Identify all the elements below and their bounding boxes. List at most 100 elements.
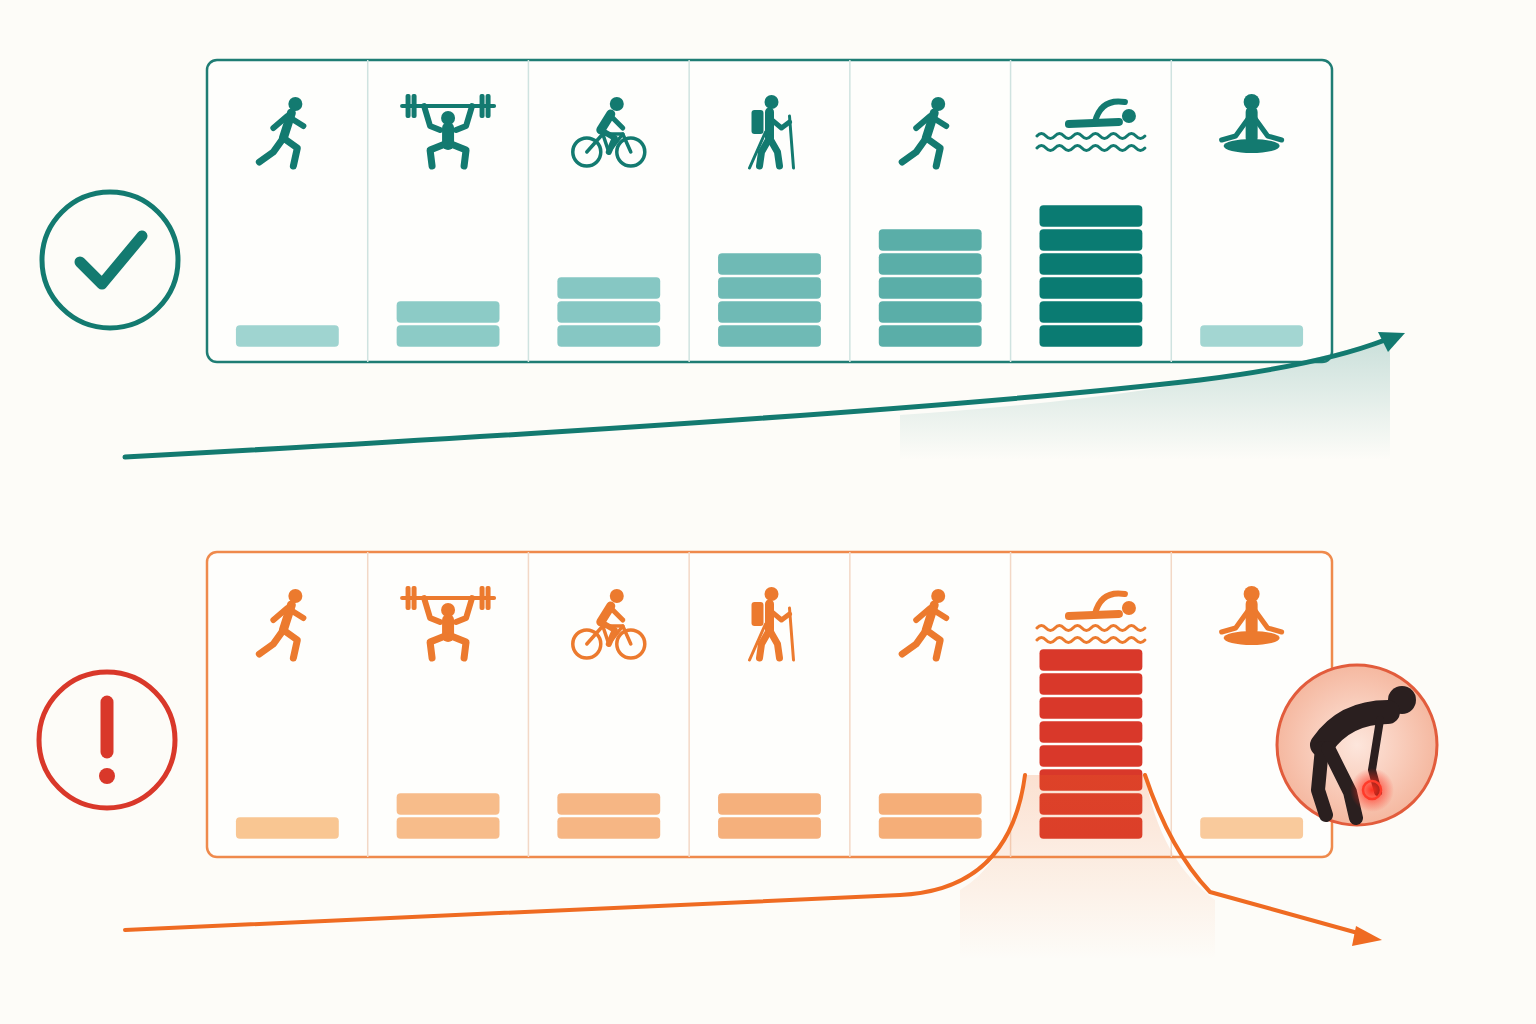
icon-stroke — [770, 610, 790, 620]
icon-stroke — [1037, 638, 1145, 643]
bar — [1200, 324, 1303, 348]
bar-block — [1040, 277, 1143, 298]
bar-stack — [557, 276, 660, 348]
icon-stroke — [430, 144, 445, 166]
icon-head — [765, 95, 779, 109]
column-divider — [528, 60, 530, 362]
bar-block — [557, 301, 660, 322]
bar — [397, 300, 500, 348]
column-divider — [528, 552, 530, 857]
bar-block — [1040, 697, 1143, 718]
bar-block — [718, 301, 821, 322]
icon-stroke — [451, 636, 466, 658]
check-badge — [42, 192, 178, 328]
icon-stroke — [926, 630, 940, 658]
trend-curves — [125, 332, 1405, 960]
canvas — [0, 0, 1536, 1024]
bar-stack — [397, 792, 500, 840]
bar-stack — [557, 792, 660, 840]
bar-block — [879, 793, 982, 814]
icon-pack — [752, 110, 764, 134]
bar-block — [1040, 205, 1143, 226]
icon-stroke — [283, 630, 297, 658]
arrow-head — [1378, 332, 1405, 352]
bar — [557, 276, 660, 348]
icon-plate — [486, 94, 491, 118]
bar-stack — [879, 228, 982, 348]
icon-bike — [573, 97, 645, 166]
trend-glow — [960, 775, 1215, 960]
bar — [1200, 816, 1303, 840]
bar-stack — [1200, 816, 1303, 840]
icon-run — [902, 97, 946, 166]
icon-stroke — [770, 118, 790, 128]
icon-plate — [480, 94, 485, 118]
icon-plate — [406, 586, 411, 610]
bars — [236, 204, 1303, 348]
trend-glow — [900, 338, 1390, 460]
icon-stroke — [750, 624, 766, 660]
bar-block — [718, 793, 821, 814]
plot-frame — [207, 552, 1332, 857]
column-divider — [1171, 60, 1173, 362]
icon-swim — [1037, 593, 1145, 642]
bar-block — [1040, 649, 1143, 670]
badge-ring — [39, 672, 175, 808]
pain-glow — [1350, 768, 1394, 812]
icon-head — [765, 587, 779, 601]
icon-stroke — [790, 608, 794, 660]
icon-head — [1122, 109, 1136, 123]
bar-block — [557, 277, 660, 298]
badge-ring — [42, 192, 178, 328]
bar — [879, 228, 982, 348]
pain-ring — [1363, 781, 1381, 799]
icon-legs — [1224, 631, 1280, 645]
icon-legs — [1224, 139, 1280, 153]
icon-stroke — [1255, 118, 1282, 140]
icon-plate — [412, 586, 417, 610]
column-divider — [367, 60, 369, 362]
icon-stroke — [916, 116, 946, 128]
column-divider — [367, 552, 369, 857]
icon-lift — [402, 586, 494, 658]
icon-head — [610, 97, 624, 111]
icon-stroke — [902, 630, 926, 654]
bar-block — [397, 301, 500, 322]
icon-hike — [750, 95, 794, 168]
bar-block — [1040, 253, 1143, 274]
icon-stroke — [125, 340, 1385, 457]
bar-stack — [1040, 204, 1143, 348]
bar — [879, 792, 982, 840]
bar-block — [879, 277, 982, 298]
bar-block — [236, 817, 339, 838]
icon-plate — [480, 586, 485, 610]
bar-block — [1200, 817, 1303, 838]
bar-block — [397, 325, 500, 346]
bar — [236, 324, 339, 348]
icon-stroke — [1222, 610, 1249, 632]
bar-block — [718, 277, 821, 298]
bar-block — [879, 325, 982, 346]
icon-yoga — [1222, 586, 1282, 645]
bar-block — [879, 301, 982, 322]
icon-plate — [412, 94, 417, 118]
bar-block — [1040, 301, 1143, 322]
icon-run — [259, 589, 303, 658]
injury-illustration — [1277, 665, 1437, 825]
icon-stroke — [1222, 118, 1249, 140]
warning-badge — [39, 672, 175, 808]
icon-stroke — [1095, 101, 1125, 122]
bar — [397, 792, 500, 840]
icon-stroke — [424, 106, 440, 130]
bar-block — [1040, 229, 1143, 250]
column-divider — [688, 552, 690, 857]
icon-yoga — [1222, 94, 1282, 153]
bar-block — [557, 793, 660, 814]
icon-stroke — [101, 702, 114, 752]
icon-hike — [750, 587, 794, 660]
plot-frame — [207, 60, 1332, 362]
icon-stroke — [790, 116, 794, 168]
bar-block — [718, 817, 821, 838]
bar-block — [718, 325, 821, 346]
icon-stroke — [1095, 593, 1125, 614]
